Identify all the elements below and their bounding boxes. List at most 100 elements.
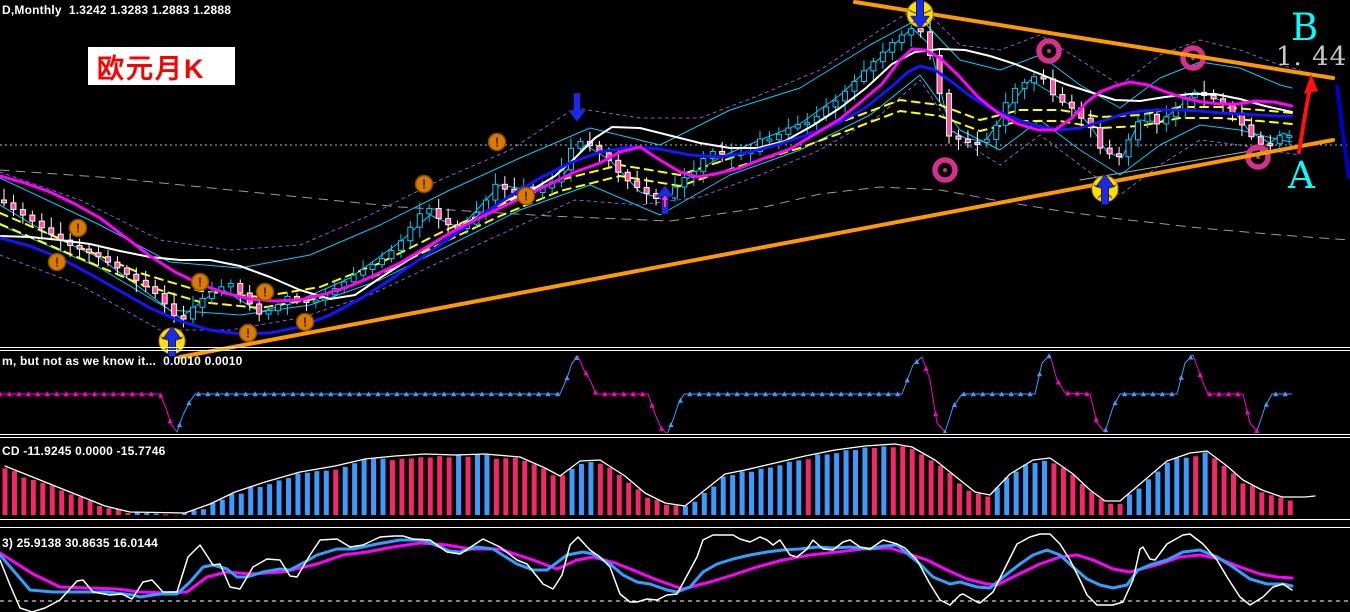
macd-bar — [1268, 495, 1274, 515]
pane2-dot — [602, 391, 608, 397]
macd-bar — [560, 475, 566, 515]
pane2-dot — [460, 391, 466, 397]
macd-bar — [626, 482, 632, 515]
pane2-dot — [44, 391, 50, 397]
macd-bar — [484, 454, 490, 515]
sell-ball-icon[interactable] — [906, 0, 934, 30]
warning-icon[interactable]: ! — [190, 272, 210, 292]
macd-bar — [654, 499, 660, 515]
pane2-dot — [347, 391, 353, 397]
pane2-dot — [309, 391, 315, 397]
warning-icon[interactable]: ! — [238, 323, 258, 343]
pane2-dot — [1263, 401, 1269, 407]
ohlc-readout: D,Monthly 1.3242 1.3283 1.2883 1.2888 — [2, 3, 232, 17]
macd-bar — [1070, 474, 1076, 515]
pane2-dot — [1273, 391, 1279, 397]
macd-bar — [456, 455, 462, 515]
macd-bar — [512, 457, 518, 515]
macd-bar — [919, 454, 925, 515]
pane2-indicator-readout: m, but not as we know it... 0.0010 0.001… — [2, 354, 243, 368]
svg-text:!: ! — [524, 189, 528, 204]
indicator-pane-3[interactable] — [2, 443, 1316, 517]
warning-icon[interactable]: ! — [516, 186, 536, 206]
macd-bar — [418, 457, 424, 515]
warning-icon[interactable]: ! — [295, 312, 315, 332]
svg-text:!: ! — [76, 221, 80, 236]
macd-bar — [767, 467, 773, 515]
macd-bar — [1136, 488, 1142, 515]
chart-title-box[interactable]: 欧元月K — [88, 47, 235, 85]
pane2-dot — [252, 391, 258, 397]
pane2-dot — [479, 391, 485, 397]
ma-gray-dashed — [0, 169, 1350, 241]
pane2-dot — [1159, 391, 1165, 397]
pane2-line — [577, 355, 667, 433]
macd-bar — [200, 509, 206, 515]
macd-bar — [87, 500, 93, 515]
price-target-label: 1. 44 — [1276, 42, 1348, 72]
pane2-dot — [35, 391, 41, 397]
macd-bar — [985, 496, 991, 515]
buy-ball-icon[interactable] — [158, 325, 186, 357]
pane2-dot — [1282, 391, 1288, 397]
macd-bar — [21, 477, 27, 515]
macd-bar — [1164, 462, 1170, 515]
macd-bar — [522, 460, 528, 515]
pane2-dot — [554, 391, 561, 397]
buy-ball-icon[interactable] — [1091, 173, 1119, 205]
indicator-pane-2[interactable] — [0, 353, 1293, 434]
wave-label-a: A — [1288, 154, 1315, 197]
macd-bar — [673, 505, 679, 515]
warning-icon[interactable]: ! — [68, 218, 88, 238]
pane2-dot — [488, 391, 494, 397]
projection-line-blue[interactable] — [1335, 84, 1350, 179]
warning-icon[interactable]: ! — [47, 252, 67, 272]
macd-bar — [720, 476, 726, 515]
pane2-dot — [668, 421, 674, 427]
trendline-upper[interactable] — [853, 0, 1335, 80]
projection-arrow-red[interactable] — [1297, 74, 1318, 154]
pane2-dot — [54, 391, 60, 397]
trendline-lower[interactable] — [178, 138, 1335, 359]
pane2-dot — [810, 391, 816, 397]
pane2-dot — [498, 391, 504, 397]
stoch-cyan — [0, 538, 1294, 599]
warning-icon[interactable]: ! — [487, 132, 507, 152]
pane2-dot — [772, 391, 778, 397]
pane2-dot — [517, 391, 523, 397]
macd-bar — [692, 501, 698, 515]
pane2-dot — [923, 365, 929, 371]
sell-signal-icon[interactable] — [1036, 38, 1062, 64]
pane2-dot — [829, 391, 835, 397]
svg-text:!: ! — [495, 135, 499, 150]
pane2-dot — [186, 400, 192, 406]
macd-bar — [248, 486, 254, 515]
pane2-dot — [914, 358, 920, 364]
down-arrow-icon[interactable] — [567, 92, 587, 123]
pane2-dot — [1140, 391, 1147, 397]
pane2-dot — [120, 391, 126, 397]
indicator-pane-4[interactable] — [0, 533, 1350, 612]
macd-bar — [1004, 477, 1010, 515]
macd-bar — [1089, 491, 1095, 515]
pane2-dot — [649, 402, 655, 408]
warning-icon[interactable]: ! — [255, 282, 275, 302]
macd-bar — [900, 446, 906, 515]
up-arrow-icon[interactable] — [655, 184, 675, 215]
macd-bar — [815, 454, 821, 515]
pane2-dot — [980, 391, 986, 397]
pane2-dot — [621, 391, 627, 397]
pane2-dot — [536, 391, 542, 397]
pane2-dot — [753, 391, 759, 397]
warning-icon[interactable]: ! — [414, 174, 434, 194]
macd-bar — [295, 473, 301, 515]
pane2-dot — [1150, 391, 1156, 397]
pane2-dot — [110, 391, 116, 397]
pane2-dot — [91, 391, 98, 397]
sell-signal-icon[interactable] — [932, 157, 958, 183]
pane2-dot — [16, 391, 22, 397]
macd-bar — [1145, 479, 1151, 515]
pane2-dot — [611, 391, 617, 397]
macd-bar — [1117, 504, 1123, 515]
